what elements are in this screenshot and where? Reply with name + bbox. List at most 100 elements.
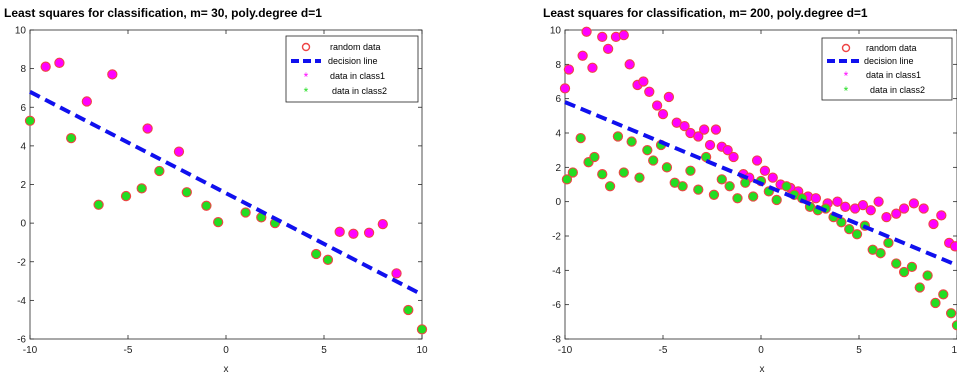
chart-2-point-class1 [865,205,876,216]
chart-2-decision-line [564,100,957,268]
chart-2-ytick-label: -6 [552,300,561,311]
chart-2-point-class2 [922,270,933,281]
chart-2-point-class2 [945,308,957,319]
chart-1-title: Least squares for classification, m= 30,… [4,6,322,20]
chart-1-legend-random-marker [301,42,311,52]
chart-1-point-class2 [24,115,36,126]
chart-1-legend: random data decision line * data in clas… [285,35,419,103]
chart-1-point-class2 [213,217,224,228]
chart-2-point-class1 [657,108,669,120]
chart-2-point-class2 [930,297,941,309]
chart-1-point-class1 [348,228,359,239]
chart-2-ytick-label: 2 [555,163,561,174]
chart-2-point-class2 [567,167,578,178]
chart-2-point-class1 [597,31,608,43]
chart-2-xtick-label: -10 [558,345,573,356]
chart-1-point-class2 [403,304,414,316]
chart-2-point-class1 [728,151,739,163]
chart-2-point-class1 [881,211,892,223]
chart-2-point-class2 [851,229,863,240]
chart-2-ytick-label: -8 [552,335,561,346]
chart-2-point-class1 [722,145,733,156]
chart-2-point-class1 [624,59,635,70]
chart-2-point-class1 [936,210,947,221]
chart-2-point-class1 [693,131,704,142]
chart-1-legend-class2-marker: * [304,85,309,99]
chart-2-title: Least squares for classification, m= 200… [543,6,868,20]
chart-1-point-class1 [173,146,185,157]
chart-2-point-class1 [577,50,588,61]
chart-2-point-class1 [949,241,957,252]
chart-1-point-class2 [311,248,322,260]
chart-2-point-class1 [679,120,690,132]
chart-2-point-class2 [716,174,727,185]
chart-2-point-class2 [685,165,696,176]
chart-1-xtick-label: 0 [223,345,229,356]
chart-1-ytick-label: 10 [15,26,27,37]
chart-1-point-class1 [142,123,153,134]
chart-2-point-class2 [836,217,847,228]
chart-2-point-class2 [642,145,653,156]
chart-2-point-class2 [626,136,637,147]
chart-2-point-class2 [677,181,688,192]
chart-1-ytick-label: -2 [17,257,26,268]
chart-2-point-class1 [618,30,629,41]
chart-2-point-class1 [898,203,910,214]
chart-1-point-class1 [40,61,51,72]
chart-1-ytick-label: 4 [20,141,26,152]
chart-2-plot: x -10 -5 0 5 10 -8 -6 -4 -2 0 2 4 6 8 10 random data d… [550,26,957,374]
chart-1-point-class2 [154,165,165,177]
chart-1-ytick-label: 6 [20,103,26,114]
chart-2-legend-decision: decision line [864,56,914,66]
chart-2-point-class1 [832,196,843,207]
chart-2-ytick-label: -2 [552,232,561,243]
chart-2-point-class2 [898,266,910,278]
chart-2-point-class2 [844,223,855,235]
chart-2-point-class1 [638,76,649,87]
chart-2-point-class2 [575,132,586,144]
chart-2-point-class1 [587,62,598,73]
chart-2-point-class1 [663,91,675,103]
chart-2-point-class2 [648,155,659,166]
chart-2-legend-class2-marker: * [844,84,849,98]
chart-2-point-class1 [767,172,778,183]
chart-1-xtick-label: 10 [416,345,428,356]
chart-2-legend-class1-marker: * [844,69,849,83]
chart-2-point-class1 [908,198,920,209]
chart-2-point-class1 [759,165,771,176]
chart-2-point-class2 [906,261,918,273]
chart-2-ytick-label: 6 [555,94,561,105]
chart-1-legend-class1: data in class1 [330,71,385,81]
chart-1-point-class2 [201,200,212,211]
chart-1-legend-box [285,35,419,103]
chart-2-legend: random data decision line * data in clas… [821,37,953,101]
chart-2-ytick-label: 0 [555,197,561,208]
chart-2-point-class2 [740,177,751,188]
chart-2-point-class1 [891,208,902,219]
chart-2-point-class1 [918,203,929,214]
chart-2-point-class2 [604,181,616,192]
chart-2-point-class1 [644,86,655,97]
chart-2-point-class1 [581,26,592,37]
chart-2-xlabel: x [760,364,765,374]
chart-1-point-class1 [54,57,65,68]
chart-1-point-class2 [93,199,104,210]
chart-2-ytick-label: -4 [552,266,561,277]
chart-2-point-class2 [951,320,957,331]
chart-2-ytick-label: 4 [555,129,561,140]
chart-2-point-class1 [710,124,722,135]
chart-1-legend-random: random data [330,42,381,52]
chart-2-point-class2 [693,184,704,195]
chart-1-point-class1 [81,96,92,107]
chart-2-xtick-label: -5 [659,345,668,356]
chart-1-point-class2 [416,324,428,335]
chart-2-point-class2 [612,131,624,142]
chart-2-point-class1 [928,218,939,230]
chart-1-point-class1 [334,226,345,237]
chart-1-legend-class2: data in class2 [332,86,387,96]
chart-2-point-class2 [748,191,759,202]
chart-2-legend-box [821,37,953,101]
chart-1-point-class2 [66,132,77,144]
chart-2-point-class1 [840,201,851,212]
